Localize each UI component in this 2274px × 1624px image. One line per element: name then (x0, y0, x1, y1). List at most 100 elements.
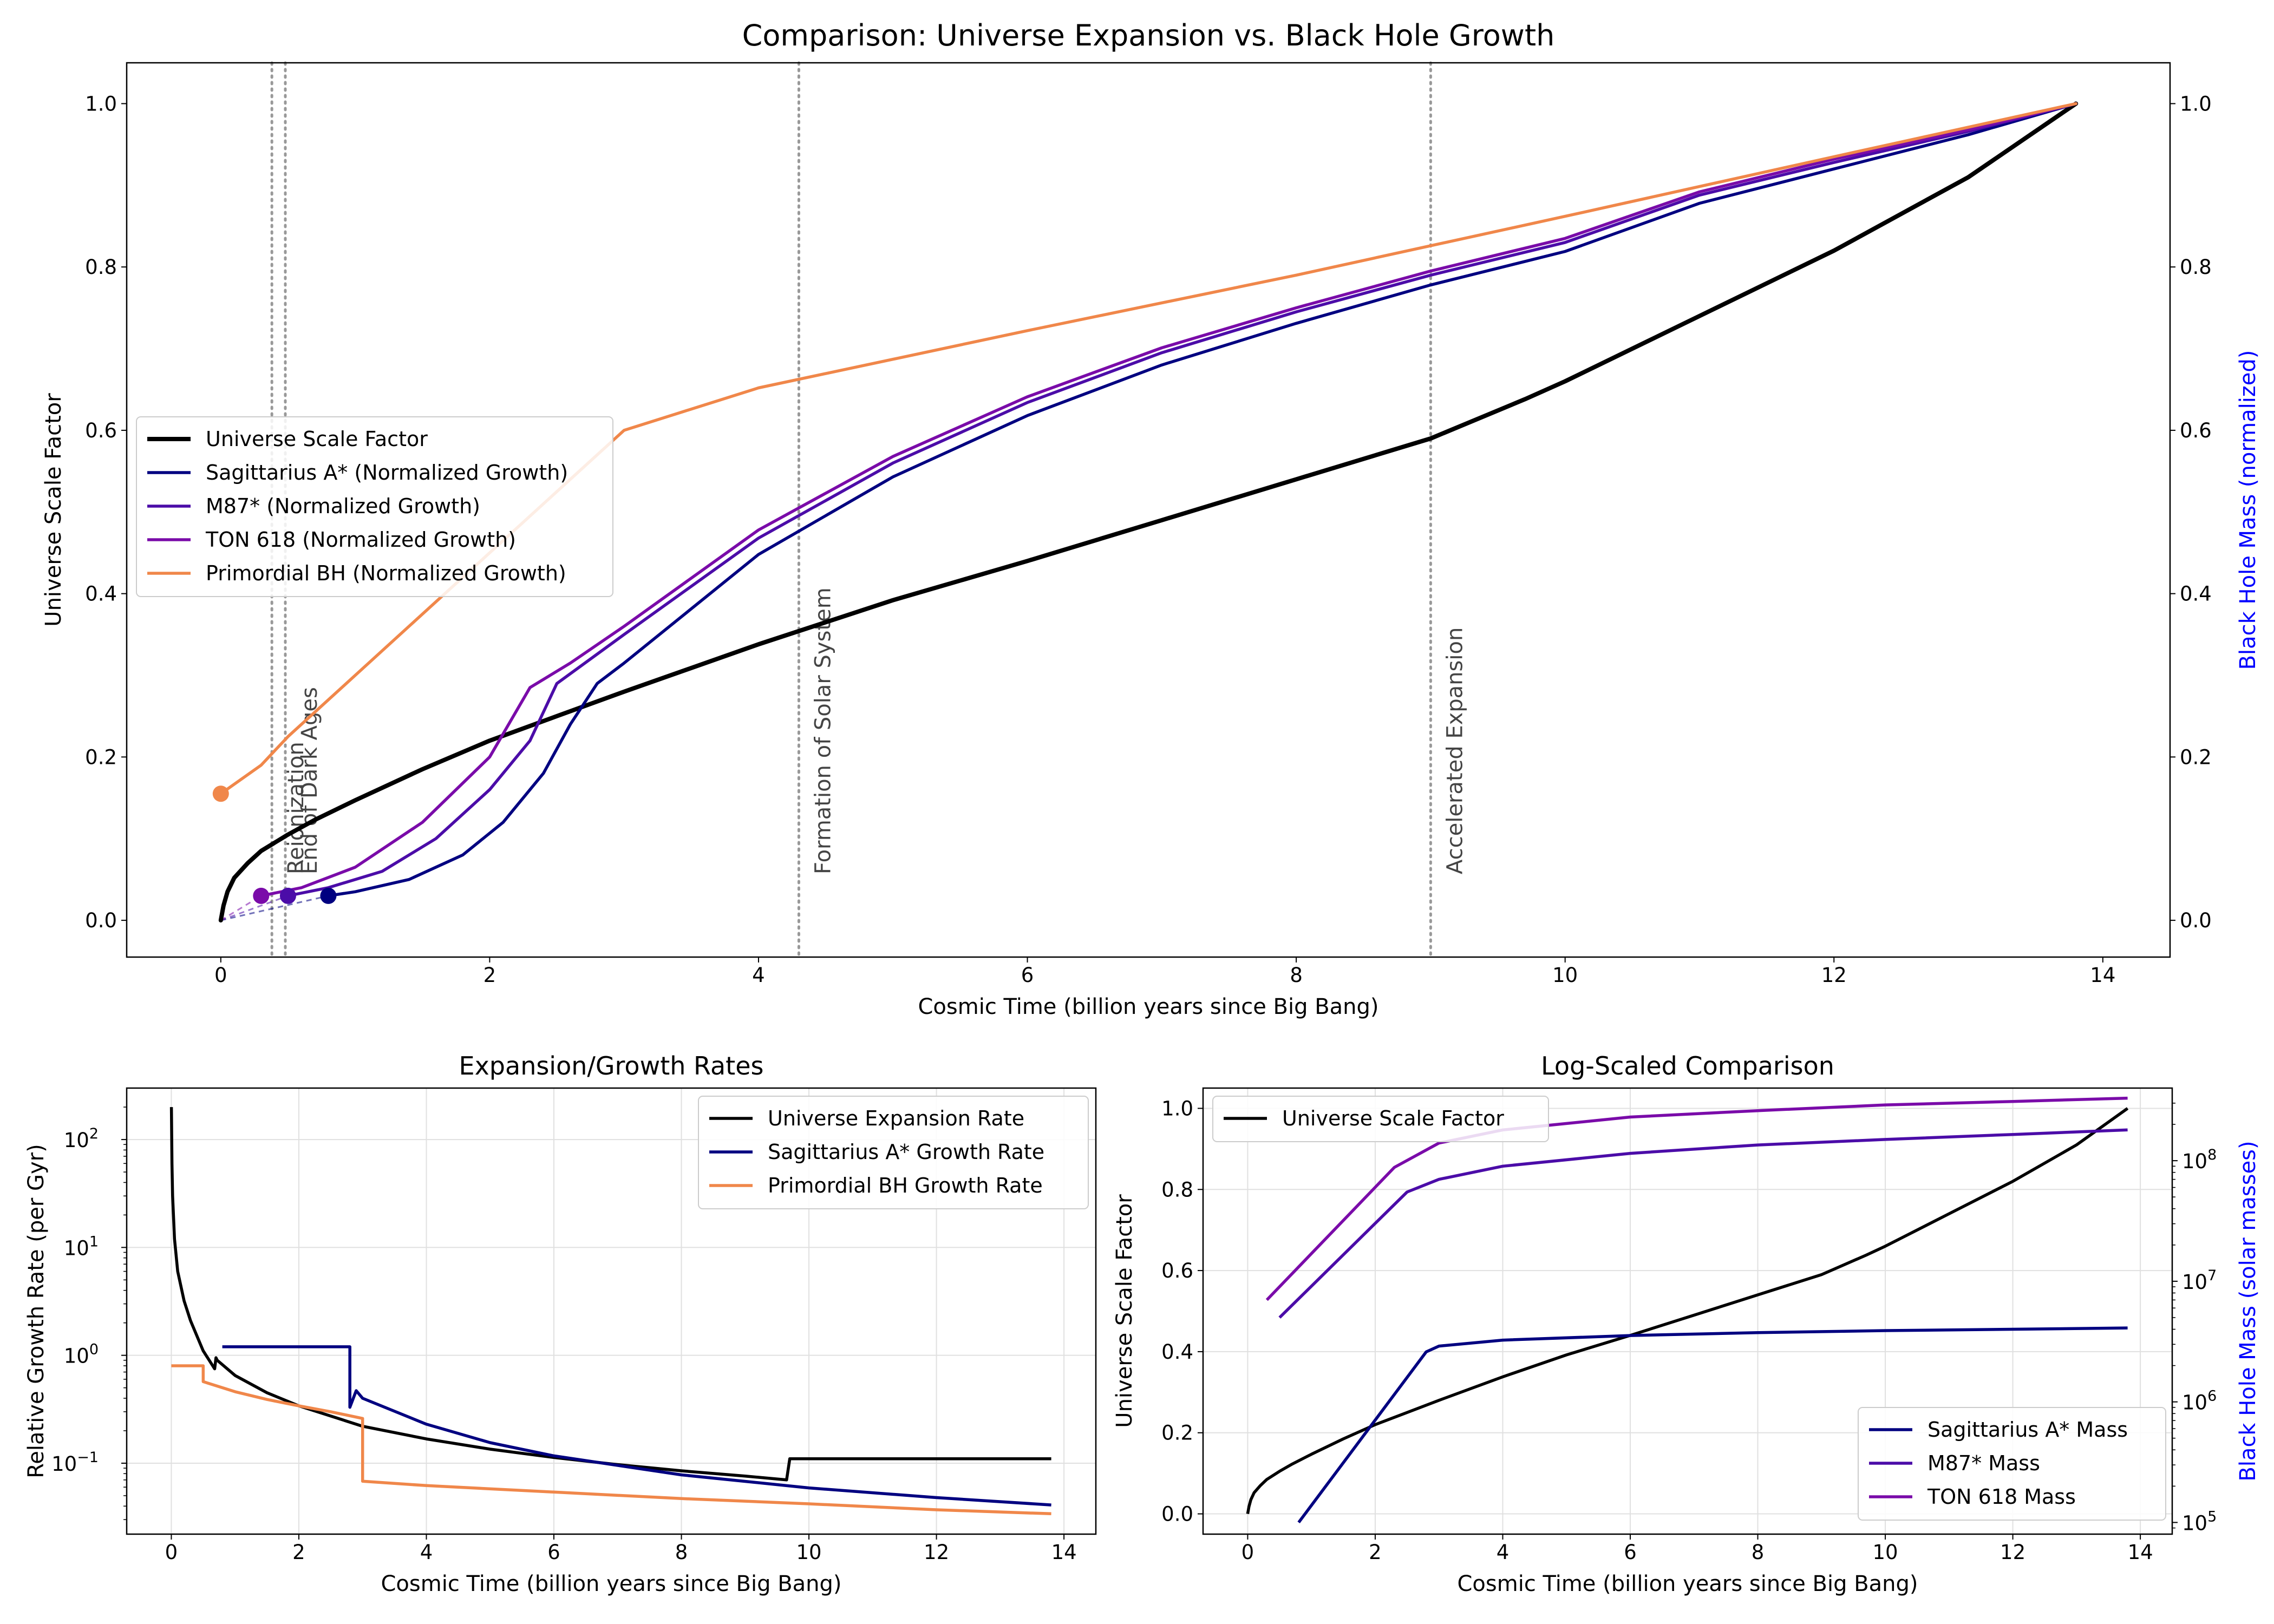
legend-label: Universe Scale Factor (1282, 1106, 1504, 1130)
chart-title: Log-Scaled Comparison (1541, 1051, 1834, 1081)
x-tick-label: 12 (1821, 964, 1847, 987)
series-line (222, 1345, 1051, 1507)
event-label: Formation of Solar System (811, 587, 835, 874)
x-tick-label: 2 (292, 1541, 305, 1564)
main-chart-panel: Comparison: Universe Expansion vs. Black… (41, 18, 2260, 1019)
series-line (171, 1364, 1051, 1516)
y2-tick-label: 0.8 (2180, 256, 2212, 279)
series-line (326, 102, 2077, 898)
series-line (259, 102, 2077, 898)
y2-tick-label: 0.6 (2180, 419, 2212, 442)
event-label: Reionization (284, 742, 309, 874)
y-tick-label: 0.8 (85, 256, 117, 279)
start-connector (220, 895, 289, 921)
start-marker (279, 887, 296, 904)
y-tick-label: 1.0 (1161, 1097, 1193, 1120)
x-tick-label: 4 (1497, 1541, 1510, 1564)
series-line (286, 102, 2077, 898)
y-axis-label: Universe Scale Factor (1112, 1194, 1137, 1428)
legend-label: M87* (Normalized Growth) (206, 494, 480, 518)
legend-label: M87* Mass (1927, 1451, 2040, 1475)
y-tick-label: 0.2 (1161, 1422, 1193, 1445)
series-line (1297, 1326, 2128, 1524)
x-tick-label: 0 (214, 964, 227, 987)
series-line (1278, 1128, 2128, 1319)
y2-tick-label: 0.0 (2180, 909, 2212, 932)
x-axis-label: Cosmic Time (billion years since Big Ban… (381, 1571, 842, 1596)
legend-label: Universe Scale Factor (206, 427, 428, 451)
series-line (169, 1107, 1051, 1482)
y-tick-label: 100 (64, 1341, 99, 1368)
y-axis-label: Universe Scale Factor (41, 393, 66, 627)
x-axis-label: Cosmic Time (billion years since Big Ban… (918, 994, 1379, 1019)
y-tick-label: 1.0 (85, 92, 117, 115)
x-tick-label: 10 (1873, 1541, 1898, 1564)
event-label: Accelerated Expansion (1442, 627, 1467, 874)
start-marker (253, 887, 270, 904)
y-tick-label: 102 (64, 1125, 99, 1152)
x-tick-label: 6 (547, 1541, 560, 1564)
chart-title: Comparison: Universe Expansion vs. Black… (742, 18, 1555, 53)
x-tick-label: 6 (1624, 1541, 1637, 1564)
x-tick-label: 6 (1021, 964, 1034, 987)
y-axis-label: Black Hole Mass (normalized) (2236, 350, 2260, 670)
y-tick-label: 101 (64, 1233, 99, 1260)
legend-label: Sagittarius A* Growth Rate (768, 1140, 1044, 1164)
plot-frame (126, 62, 2171, 958)
legend-label: Primordial BH (Normalized Growth) (206, 561, 566, 585)
plot-frame (126, 1087, 1097, 1535)
legend-label: Primordial BH Growth Rate (768, 1174, 1043, 1197)
x-tick-label: 2 (1369, 1541, 1382, 1564)
start-marker (320, 887, 337, 904)
y-tick-label: 10−1 (51, 1449, 99, 1476)
y2-tick-label: 0.4 (2180, 582, 2212, 606)
x-tick-label: 12 (924, 1541, 949, 1564)
legend-label: Sagittarius A* Mass (1927, 1418, 2128, 1442)
y-tick-label: 0.0 (1161, 1503, 1193, 1526)
legend-box (1212, 1096, 1549, 1142)
x-axis-label: Cosmic Time (billion years since Big Ban… (1458, 1571, 1918, 1596)
x-tick-label: 14 (2128, 1541, 2153, 1564)
x-tick-label: 8 (1752, 1541, 1765, 1564)
x-tick-label: 10 (1552, 964, 1578, 987)
x-tick-label: 14 (2090, 964, 2115, 987)
plot-frame (1202, 1087, 2173, 1535)
y-tick-label: 0.4 (1161, 1340, 1193, 1364)
legend-label: TON 618 (Normalized Growth) (205, 528, 516, 552)
legend-label: TON 618 Mass (1927, 1485, 2076, 1509)
series-line (1265, 1096, 2128, 1301)
x-tick-label: 12 (2000, 1541, 2025, 1564)
x-tick-label: 10 (796, 1541, 822, 1564)
y2-tick-label: 106 (2182, 1388, 2217, 1415)
series-line (218, 101, 2079, 923)
y-tick-label: 0.2 (85, 745, 117, 769)
y2-tick-label: 1.0 (2180, 92, 2212, 115)
legend-label: Sagittarius A* (Normalized Growth) (206, 461, 568, 484)
x-tick-label: 2 (483, 964, 496, 987)
y-tick-label: 0.0 (85, 909, 117, 932)
log-chart-panel: Log-Scaled Comparison 0 2 4 6 8 10 12 14 Cosmic T… (1112, 1051, 2260, 1596)
y-axis-label: Black Hole Mass (solar masses) (2236, 1141, 2260, 1481)
start-marker (212, 785, 229, 802)
series-line (1246, 1107, 2129, 1514)
legend-box (1858, 1407, 2166, 1521)
x-tick-label: 4 (420, 1541, 433, 1564)
y-axis-label: Relative Growth Rate (per Gyr) (24, 1144, 49, 1478)
y-tick-label: 0.6 (85, 419, 117, 442)
y-tick-label: 0.8 (1161, 1178, 1193, 1201)
x-tick-label: 14 (1051, 1541, 1077, 1564)
y2-tick-label: 108 (2182, 1147, 2217, 1173)
legend-box (698, 1096, 1089, 1209)
legend-label: Universe Expansion Rate (768, 1106, 1024, 1130)
series-line (219, 102, 2077, 796)
legend-box (136, 416, 613, 597)
y2-tick-label: 105 (2182, 1508, 2217, 1535)
x-tick-label: 4 (752, 964, 765, 987)
start-connector (220, 895, 329, 921)
chart-title: Expansion/Growth Rates (459, 1051, 764, 1081)
x-tick-label: 8 (675, 1541, 688, 1564)
y2-tick-label: 107 (2182, 1267, 2217, 1294)
y2-tick-label: 0.2 (2180, 745, 2212, 769)
y-tick-label: 0.6 (1161, 1259, 1193, 1282)
